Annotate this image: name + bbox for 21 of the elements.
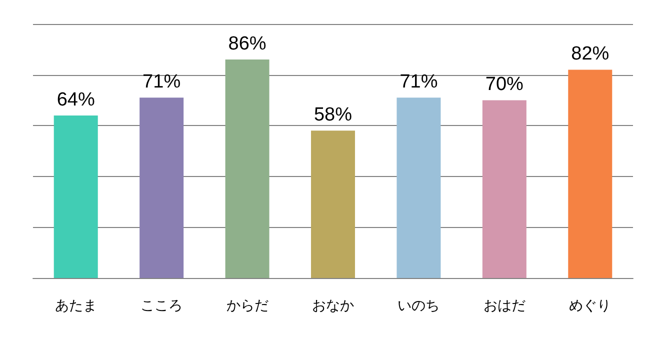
bar [54, 115, 98, 278]
x-tick-label: おはだ [483, 297, 526, 313]
bar [140, 98, 184, 278]
x-tick-label: おなか [312, 297, 354, 313]
bar [568, 70, 612, 278]
data-label: 86% [228, 34, 266, 55]
bar [482, 100, 526, 278]
data-label: 82% [571, 44, 610, 65]
x-tick-label: いのち [398, 297, 440, 313]
data-label: 64% [56, 89, 95, 110]
bar [311, 130, 355, 278]
data-label: 70% [485, 74, 524, 96]
x-tick-label: からだ [226, 297, 268, 313]
x-tick-label: こころ [140, 297, 183, 313]
data-label: 58% [314, 104, 352, 126]
bar [225, 60, 270, 278]
data-label: 71% [400, 72, 438, 93]
x-tick-label: あたま [54, 297, 97, 313]
x-tick-label: めぐり [569, 297, 612, 313]
bar [396, 98, 441, 278]
data-label: 71% [142, 72, 181, 93]
